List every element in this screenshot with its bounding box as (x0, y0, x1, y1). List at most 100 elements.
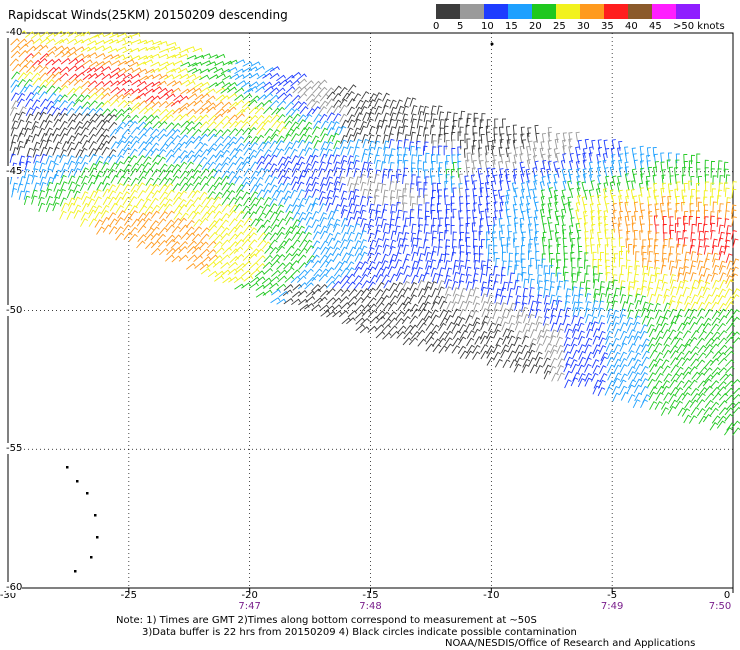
wind-barb (319, 260, 329, 269)
wind-barb (682, 230, 687, 240)
wind-barb (327, 210, 335, 220)
wind-barb (354, 232, 362, 242)
wind-barb (547, 173, 552, 184)
wind-barb (44, 139, 52, 149)
wind-barb (547, 202, 552, 213)
wind-barb (569, 187, 574, 199)
wind-barb (647, 204, 652, 215)
wind-barb (409, 208, 415, 219)
wind-barb (73, 167, 81, 177)
wind-barb (526, 203, 531, 214)
wind-barb (353, 195, 360, 205)
wind-barb (275, 204, 284, 214)
wind-barb (445, 314, 454, 324)
wind-barb (256, 127, 266, 136)
wind-barb (624, 166, 629, 177)
wind-barb (641, 315, 650, 325)
wind-barb (691, 223, 696, 234)
wind-barb (452, 119, 458, 130)
wind-barb (200, 182, 209, 192)
wind-barb (726, 260, 734, 270)
wind-barb (292, 219, 301, 228)
wind-barb (712, 238, 718, 249)
wind-barb (689, 286, 697, 296)
wind-barb (505, 194, 510, 205)
wind-barb (380, 119, 388, 129)
wind-barb (452, 337, 461, 347)
wind-barb (627, 302, 634, 312)
wind-barb (94, 80, 105, 88)
wind-barb (669, 399, 678, 409)
wind-barb (515, 314, 523, 324)
wind-barb (590, 180, 595, 191)
legend-label: 15 (505, 21, 518, 32)
wind-barb (178, 161, 188, 170)
wind-barb (681, 174, 686, 185)
wind-barb (110, 141, 120, 150)
wind-barb (417, 105, 424, 115)
wind-barb (479, 127, 483, 137)
wind-barb (613, 372, 622, 382)
wind-barb (533, 174, 538, 185)
wind-barb (600, 252, 605, 262)
wind-barb (283, 195, 292, 205)
wind-barb (548, 222, 553, 233)
wind-barb (508, 260, 513, 270)
wind-barb (612, 274, 618, 284)
wind-barb (346, 139, 354, 150)
wind-barb (297, 139, 306, 149)
wind-barb (325, 176, 333, 186)
wind-barb (135, 198, 145, 207)
wind-barb (275, 140, 285, 149)
wind-barb (45, 32, 56, 39)
wind-barb (157, 87, 168, 94)
wind-barb (380, 161, 387, 171)
wind-barb (115, 113, 125, 121)
wind-barb (534, 351, 543, 361)
wind-barb (234, 253, 245, 262)
wind-barb (178, 254, 189, 262)
wind-barb (95, 86, 105, 94)
wind-barbs (9, 30, 740, 436)
wind-barb (101, 204, 110, 214)
wind-barb (403, 265, 411, 275)
wind-barb (290, 225, 300, 234)
wind-barb (554, 210, 559, 221)
wind-barb (602, 159, 607, 170)
wind-barb (93, 196, 102, 206)
wind-barb (354, 296, 364, 305)
wind-barb (130, 126, 140, 135)
wind-barb (520, 173, 525, 184)
wind-barb (486, 167, 491, 178)
wind-barb (542, 323, 550, 333)
wind-barb (185, 161, 194, 170)
wind-barb (79, 182, 88, 192)
wind-barb (116, 32, 128, 38)
wind-barb (51, 107, 61, 116)
wind-barb (346, 261, 355, 270)
wind-barb (696, 295, 704, 305)
wind-barb (605, 330, 613, 340)
wind-barb (39, 65, 49, 74)
wind-barb (717, 295, 726, 304)
wind-barb (444, 330, 454, 340)
wind-barb (607, 364, 615, 374)
wind-barb (432, 146, 437, 156)
wind-barb (554, 194, 559, 205)
wind-barb (296, 275, 307, 283)
wind-barb (247, 99, 258, 107)
wind-barb (18, 43, 29, 51)
wind-barb (465, 124, 470, 135)
wind-barb (81, 202, 90, 212)
wind-barb (326, 127, 335, 136)
wind-barb (192, 75, 203, 81)
wind-barb (186, 108, 196, 116)
wind-barb (731, 188, 737, 199)
wind-barb (297, 114, 307, 123)
wind-barb (326, 98, 335, 107)
wind-barb (360, 251, 368, 261)
wind-barb (25, 135, 33, 145)
wind-barb (684, 399, 693, 409)
wind-barb (417, 287, 426, 297)
wind-barb (353, 127, 361, 137)
